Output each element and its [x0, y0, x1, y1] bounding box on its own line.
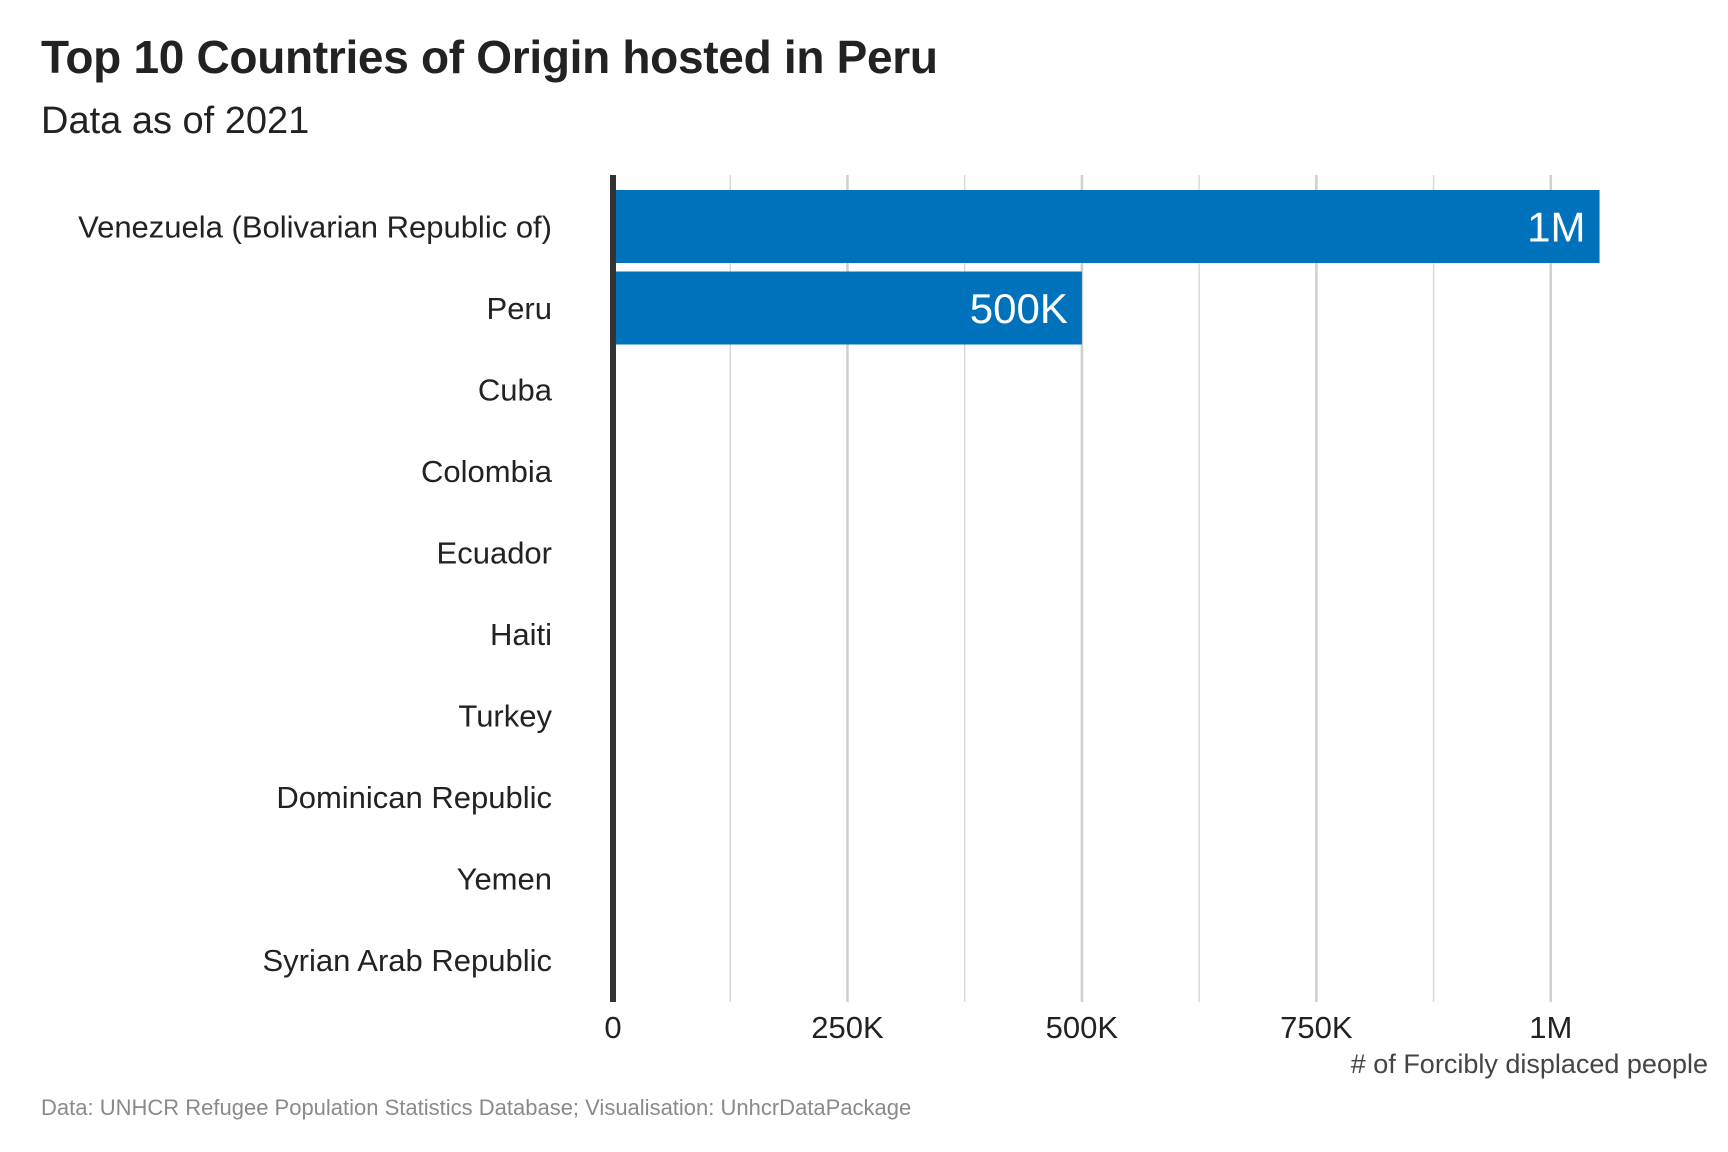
category-label: Syrian Arab Republic: [263, 943, 553, 978]
chart-subtitle: Data as of 2021: [41, 100, 310, 142]
category-label: Colombia: [421, 454, 553, 489]
category-label: Peru: [487, 291, 552, 326]
x-axis-title: # of Forcibly displaced people: [1351, 1049, 1708, 1079]
x-tick-label: 0: [604, 1010, 621, 1045]
x-tick-label: 500K: [1046, 1010, 1119, 1045]
source-caption: Data: UNHCR Refugee Population Statistic…: [41, 1095, 912, 1120]
chart-title: Top 10 Countries of Origin hosted in Per…: [41, 31, 938, 83]
x-tick-label: 250K: [811, 1010, 884, 1045]
x-tick-label: 750K: [1280, 1010, 1353, 1045]
category-label: Venezuela (Bolivarian Republic of): [78, 210, 552, 245]
bar: [613, 271, 1082, 345]
x-tick-label: 1M: [1529, 1010, 1572, 1045]
bar: [613, 190, 1600, 263]
bar-value-label: 1M: [1527, 204, 1585, 251]
category-label: Cuba: [478, 373, 553, 408]
category-label: Dominican Republic: [276, 780, 552, 815]
category-label: Ecuador: [437, 536, 552, 571]
category-label: Haiti: [490, 617, 552, 652]
bar-value-label: 500K: [970, 285, 1068, 332]
category-label: Yemen: [457, 862, 552, 897]
category-label: Turkey: [458, 699, 552, 734]
